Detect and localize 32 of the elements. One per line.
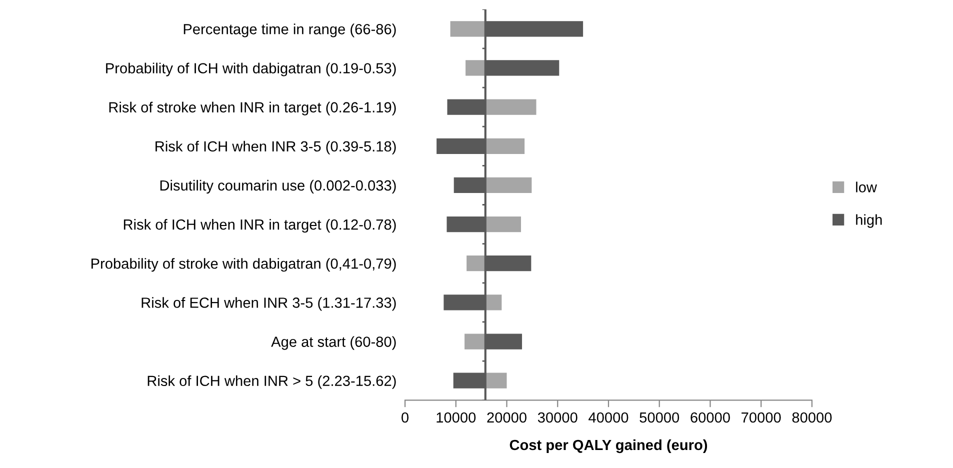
y-tick-label: Risk of stroke when INR in target (0.26-1.19)	[109, 102, 396, 116]
x-tick-label: 80000	[792, 412, 832, 423]
y-tick-label: Risk of ICH when INR 3-5 (0.39-5.18)	[156, 140, 396, 154]
bar	[485, 216, 521, 232]
y-tick-label: Probability of ICH with dabigatran (0.19-0.53)	[106, 62, 396, 76]
x-tick-label: 10000	[436, 412, 476, 423]
bar	[485, 294, 502, 310]
y-tick-label: Risk of ICH when INR in target (0.12-0.78)	[124, 219, 396, 233]
bar	[485, 138, 525, 154]
legend-label: low	[856, 182, 878, 192]
bar	[485, 177, 532, 194]
x-tick-label: 40000	[588, 412, 628, 423]
y-tick-label: Risk of ICH when INR > 5 (2.23-15.62)	[148, 375, 396, 389]
y-tick-label: Percentage time in range (66-86)	[184, 24, 396, 38]
bar	[466, 256, 486, 272]
y-tick-label: Risk of ECH when INR 3-5 (1.31-17.33)	[142, 297, 396, 311]
y-tick-label: Age at start (60-80)	[271, 336, 396, 350]
y-tick-label: Disutility coumarin use (0.002-0.033)	[160, 180, 396, 194]
bar	[464, 334, 486, 350]
bar	[450, 21, 486, 37]
x-tick-label: 60000	[690, 412, 730, 423]
bar	[466, 60, 486, 76]
x-tick-label: 0	[402, 412, 409, 423]
bar	[485, 99, 536, 115]
x-tick-label: 70000	[742, 412, 781, 423]
x-axis-title: Cost per QALY gained (euro)	[510, 439, 708, 454]
x-tick-label: 30000	[538, 412, 578, 423]
legend-label: high	[856, 214, 882, 228]
x-tick-label: 50000	[640, 412, 680, 423]
bar	[485, 372, 507, 388]
x-tick-label: 20000	[487, 412, 526, 423]
y-tick-label: Probability of stroke with dabigatran (0,41-0,79)	[91, 258, 396, 272]
